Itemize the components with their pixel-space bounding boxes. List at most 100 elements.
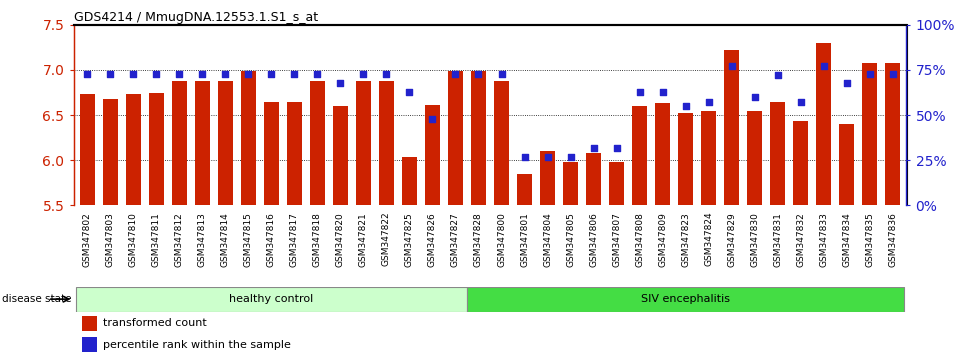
Point — [861, 71, 877, 76]
Bar — [724, 50, 739, 205]
Text: GSM347831: GSM347831 — [773, 212, 782, 267]
Bar — [241, 71, 256, 205]
Point — [332, 80, 348, 85]
Bar — [149, 93, 164, 205]
Text: GSM347835: GSM347835 — [865, 212, 874, 267]
Point — [609, 145, 624, 150]
Bar — [379, 81, 394, 205]
Point — [793, 99, 808, 105]
Text: GSM347807: GSM347807 — [612, 212, 621, 267]
Bar — [862, 63, 877, 205]
Bar — [425, 105, 440, 205]
Bar — [448, 71, 463, 205]
Point — [79, 71, 95, 76]
Bar — [678, 113, 693, 205]
Text: GSM347832: GSM347832 — [796, 212, 806, 267]
Point — [149, 71, 165, 76]
Point — [378, 71, 394, 76]
Point — [448, 71, 464, 76]
Point — [678, 103, 694, 109]
Bar — [839, 124, 855, 205]
Point — [264, 71, 279, 76]
Text: GSM347820: GSM347820 — [336, 212, 345, 267]
Text: GSM347825: GSM347825 — [405, 212, 414, 267]
Text: GSM347817: GSM347817 — [290, 212, 299, 267]
Bar — [655, 103, 670, 205]
Point — [194, 71, 210, 76]
Text: transformed count: transformed count — [103, 318, 207, 329]
Bar — [125, 94, 141, 205]
Point — [815, 63, 831, 69]
Text: healthy control: healthy control — [229, 294, 314, 304]
Bar — [885, 63, 901, 205]
Bar — [540, 151, 555, 205]
Text: GSM347803: GSM347803 — [106, 212, 115, 267]
Text: GSM347810: GSM347810 — [128, 212, 138, 267]
Point — [563, 154, 578, 159]
Bar — [81, 316, 97, 331]
Bar — [494, 81, 509, 205]
Text: GSM347830: GSM347830 — [750, 212, 760, 267]
Text: GSM347822: GSM347822 — [382, 212, 391, 267]
Text: GSM347818: GSM347818 — [313, 212, 321, 267]
Bar — [586, 153, 601, 205]
Bar — [264, 102, 279, 205]
Point — [310, 71, 325, 76]
Text: GSM347836: GSM347836 — [888, 212, 898, 267]
Text: GSM347808: GSM347808 — [635, 212, 644, 267]
Text: GSM347802: GSM347802 — [82, 212, 92, 267]
Text: GSM347809: GSM347809 — [659, 212, 667, 267]
Point — [632, 89, 648, 95]
Bar — [310, 81, 325, 205]
Text: GSM347834: GSM347834 — [842, 212, 852, 267]
Point — [470, 71, 486, 76]
Bar — [467, 287, 905, 312]
Text: percentile rank within the sample: percentile rank within the sample — [103, 339, 290, 350]
Bar — [770, 102, 785, 205]
Point — [125, 71, 141, 76]
Bar — [701, 110, 716, 205]
Bar — [79, 94, 95, 205]
Bar — [747, 110, 762, 205]
Text: disease state: disease state — [2, 294, 72, 304]
Point — [218, 71, 233, 76]
Bar — [610, 162, 624, 205]
Bar — [81, 337, 97, 352]
Text: SIV encephalitis: SIV encephalitis — [641, 294, 730, 304]
Text: GSM347828: GSM347828 — [474, 212, 483, 267]
Point — [516, 154, 532, 159]
Point — [424, 116, 440, 121]
Point — [494, 71, 510, 76]
Text: GSM347813: GSM347813 — [198, 212, 207, 267]
Text: GSM347824: GSM347824 — [704, 212, 713, 267]
Bar — [103, 99, 118, 205]
Text: GDS4214 / MmugDNA.12553.1.S1_s_at: GDS4214 / MmugDNA.12553.1.S1_s_at — [74, 11, 318, 24]
Point — [701, 99, 716, 105]
Point — [747, 94, 762, 100]
Bar — [793, 121, 808, 205]
Text: GSM347805: GSM347805 — [566, 212, 575, 267]
Point — [770, 73, 786, 78]
Point — [839, 80, 855, 85]
Text: GSM347827: GSM347827 — [451, 212, 460, 267]
Bar — [564, 162, 578, 205]
Bar — [402, 158, 416, 205]
Bar — [195, 81, 210, 205]
Text: GSM347815: GSM347815 — [244, 212, 253, 267]
Text: GSM347814: GSM347814 — [220, 212, 230, 267]
Bar — [632, 106, 647, 205]
Bar — [517, 174, 532, 205]
Point — [286, 71, 302, 76]
Bar — [287, 102, 302, 205]
Text: GSM347800: GSM347800 — [497, 212, 506, 267]
Text: GSM347829: GSM347829 — [727, 212, 736, 267]
Point — [103, 71, 119, 76]
Bar — [333, 106, 348, 205]
Point — [540, 154, 556, 159]
Bar — [172, 81, 187, 205]
Point — [356, 71, 371, 76]
Text: GSM347804: GSM347804 — [543, 212, 552, 267]
Text: GSM347812: GSM347812 — [174, 212, 184, 267]
Text: GSM347811: GSM347811 — [152, 212, 161, 267]
Point — [172, 71, 187, 76]
